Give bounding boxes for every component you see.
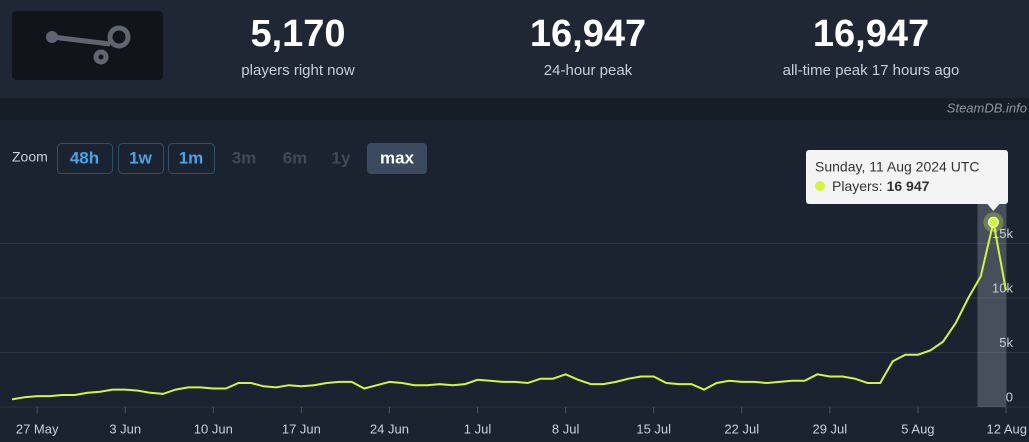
watermark: SteamDB.info [947, 100, 1027, 115]
zoom-button-label[interactable]: max [380, 148, 415, 167]
header-bar [0, 0, 1029, 98]
zoom-button-label[interactable]: 6m [283, 148, 308, 167]
x-tick-label: 1 Jul [464, 421, 492, 436]
zoom-button-label[interactable]: 48h [70, 148, 99, 167]
stat-caption: players right now [241, 62, 355, 79]
x-tick-label: 22 Jul [724, 421, 759, 436]
x-tick-label: 29 Jul [812, 421, 847, 436]
zoom-button-label[interactable]: 1m [179, 148, 204, 167]
y-tick-label: 0 [1006, 389, 1013, 404]
x-tick-label: 15 Jul [636, 421, 671, 436]
steam-logo-dot [46, 31, 58, 43]
hover-point [987, 216, 999, 228]
tooltip-series-label: Players: [832, 178, 883, 194]
x-tick-label: 8 Jul [552, 421, 580, 436]
zoom-button-frame [118, 143, 164, 174]
plot: 0 5k 10k 15k 27 May 3 Jun 10 Jun 17 Jun 24 Jun 1 … [0, 150, 1029, 436]
zoom-button[interactable]: 6m [283, 148, 308, 167]
zoom-button-bg [367, 143, 427, 174]
tooltip-pointer [987, 204, 1000, 211]
zoom-label: Zoom [12, 149, 48, 165]
zoom-button-label[interactable]: 3m [232, 148, 257, 167]
y-tick-label: 15k [992, 226, 1013, 241]
x-tick-label: 5 Aug [901, 421, 934, 436]
zoom-button-frame [57, 143, 113, 174]
zoom-button[interactable]: 48h [57, 143, 113, 174]
tooltip-box [806, 150, 1008, 204]
zoom-button-label[interactable]: 1w [129, 148, 152, 167]
series-line [11, 222, 1007, 401]
logo-box [12, 11, 163, 80]
zoom-button[interactable]: 3m [232, 148, 257, 167]
x-tick-label: 24 Jun [370, 421, 409, 436]
stat-value: 16,947 [813, 13, 929, 55]
zoom-buttons: 48h 1w 1m 3m 6m 1y max [57, 143, 427, 174]
stat-caption: all-time peak 17 hours ago [783, 62, 960, 79]
watermark-bar [0, 98, 1029, 120]
stat-value: 5,170 [250, 13, 345, 55]
tooltip-dot [815, 181, 825, 191]
stat-caption: 24-hour peak [544, 62, 633, 79]
zoom-button[interactable]: 1w [118, 143, 164, 174]
x-tick-label: 12 Aug [987, 421, 1028, 436]
stats: 5,170 players right now 16,947 24-hour peak… [241, 13, 959, 79]
zoom-button[interactable]: max [367, 143, 427, 174]
x-tick-label: 10 Jun [194, 421, 233, 436]
stat-value: 16,947 [530, 13, 646, 55]
tooltip-value: 16 947 [887, 178, 930, 194]
zoom-button-frame [168, 143, 215, 174]
x-tick-label: 27 May [16, 421, 59, 436]
y-tick-label: 5k [999, 335, 1013, 350]
tooltip-series: Players: 16 947 [832, 178, 930, 194]
x-tick-label: 17 Jun [282, 421, 321, 436]
zoom-button[interactable]: 1y [332, 148, 351, 167]
y-tick-label: 10k [992, 280, 1013, 295]
zoom-button-label[interactable]: 1y [332, 148, 351, 167]
steam-logo [51, 25, 131, 65]
zoom-button[interactable]: 1m [168, 143, 215, 174]
x-tick-label: 3 Jun [109, 421, 141, 436]
tooltip-title: Sunday, 11 Aug 2024 UTC [815, 159, 979, 175]
